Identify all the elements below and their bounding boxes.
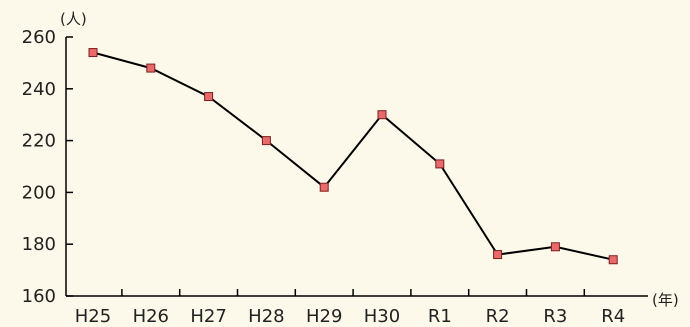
data-point [204,92,214,102]
x-tick-label: H30 [364,306,400,327]
x-tick-label: H27 [190,306,226,327]
data-point [608,255,618,265]
x-ticks: H25 H26 H27 H28 H29 H30 R1 R2 R3 R4 [75,289,625,327]
y-tick-label: 180 [22,234,56,255]
axes [65,37,648,297]
y-axis-unit: (人) [60,10,87,28]
series-line [92,51,614,261]
data-point [146,63,156,73]
x-tick-label: H26 [133,306,169,327]
data-point [435,159,445,169]
x-tick-label: H28 [248,306,284,327]
data-point [493,250,503,260]
x-tick-label: R1 [428,306,452,327]
y-tick-label: 260 [22,27,56,48]
data-point [88,48,98,58]
x-tick-label: R4 [601,306,625,327]
data-point [550,242,560,252]
data-point [377,110,387,120]
data-markers [88,48,618,265]
x-tick-label: R3 [543,306,567,327]
y-tick-label: 240 [22,79,56,100]
data-point [319,182,329,192]
x-tick-label: R2 [486,306,510,327]
x-axis-unit: (年) [652,291,679,309]
data-point [261,136,271,146]
x-tick-label: H29 [306,306,342,327]
y-tick-label: 160 [22,286,56,307]
x-tick-label: H25 [75,306,111,327]
y-tick-label: 200 [22,182,56,203]
y-ticks: 160 180 200 220 240 260 [22,27,73,307]
y-tick-label: 220 [22,131,56,152]
